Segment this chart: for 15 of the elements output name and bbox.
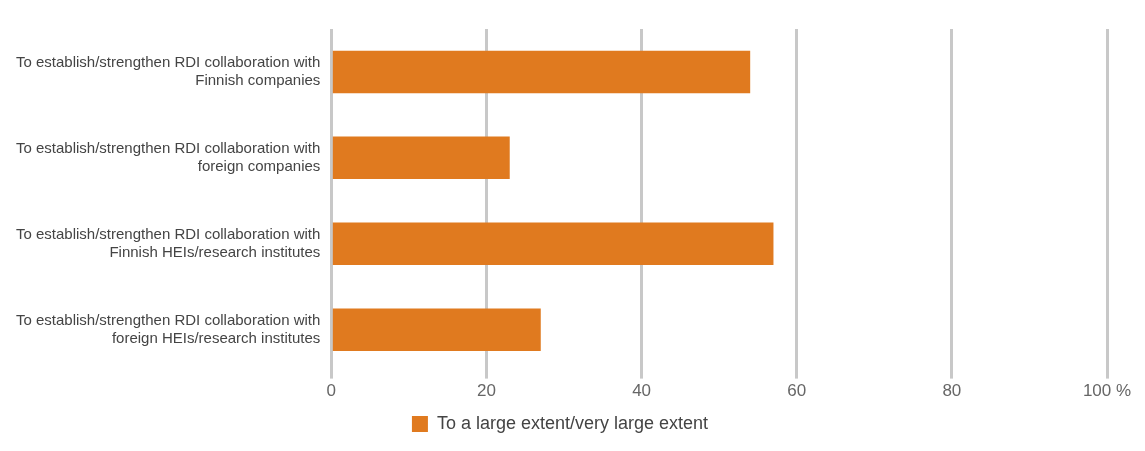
bar bbox=[332, 308, 541, 351]
x-tick-label: 20 bbox=[477, 381, 496, 401]
legend-label: To a large extent/very large extent bbox=[436, 412, 709, 433]
bar bbox=[332, 136, 510, 180]
x-tick-label: 60 bbox=[787, 381, 807, 401]
bar bbox=[332, 50, 751, 94]
y-tick-label: To establish/strengthen RDI collaboration with Finnish HEIs/research institutes bbox=[15, 224, 321, 260]
bar bbox=[332, 222, 774, 266]
x-tick-label: 40 bbox=[632, 381, 652, 401]
y-tick-label: To establish/strengthen RDI collaboration with Finnish companies bbox=[15, 53, 321, 89]
x-tick-label: 100 % bbox=[1082, 381, 1132, 401]
x-tick-label: 80 bbox=[942, 381, 962, 401]
x-tick-label: 0 bbox=[326, 381, 337, 401]
y-tick-label: To establish/strengthen RDI collaboration with foreign HEIs/research institutes bbox=[15, 310, 321, 346]
y-tick-label: To establish/strengthen RDI collaboration with foreign companies bbox=[15, 138, 321, 174]
